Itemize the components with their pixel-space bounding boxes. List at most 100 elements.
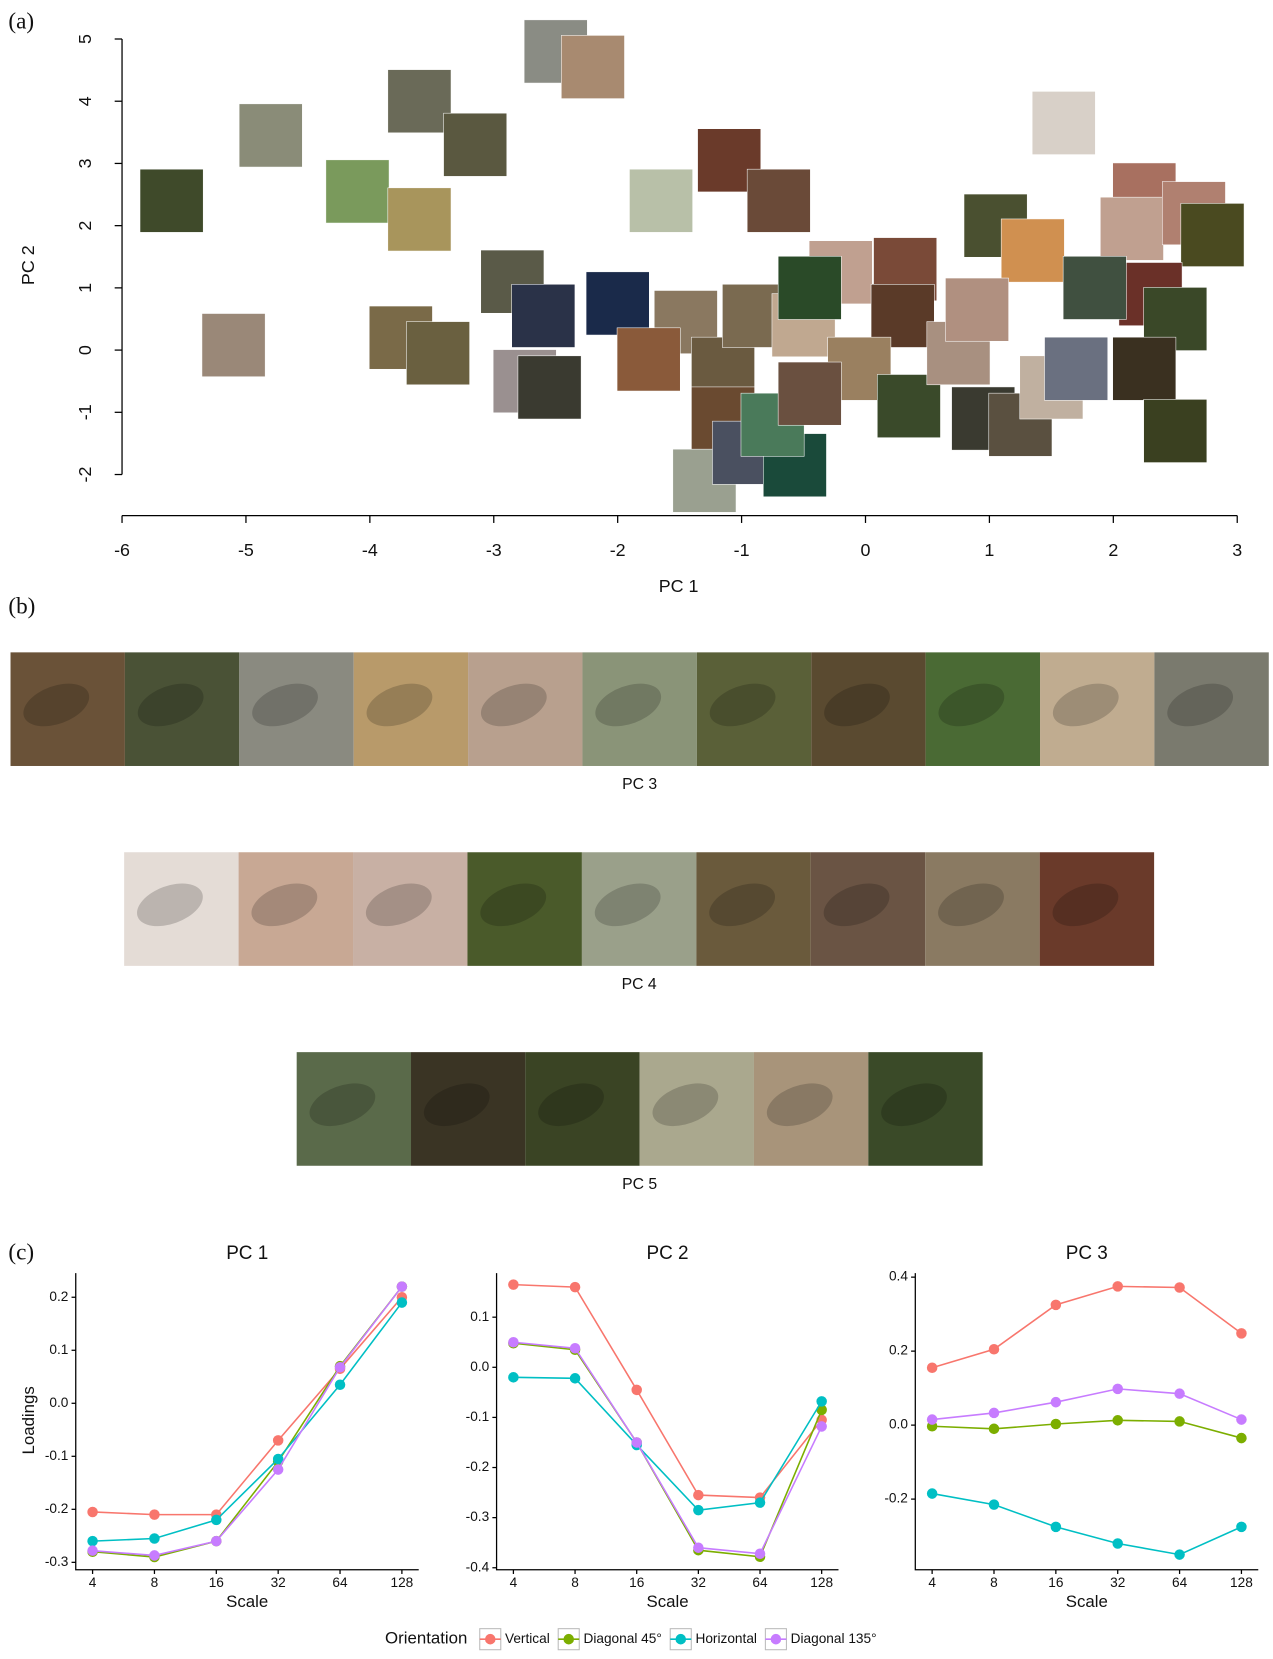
data-point [816, 1421, 827, 1432]
data-point [149, 1550, 160, 1561]
data-point [508, 1372, 519, 1383]
y-tick-label: 5 [75, 34, 95, 44]
texture-point [1113, 337, 1176, 400]
y-tick-label: -0.4 [466, 1559, 490, 1574]
data-point [397, 1297, 408, 1308]
series-line [932, 1286, 1241, 1367]
figure: (a) (b) (c) PC 3PC 4PC 5-6-5-4-3-2-10123… [0, 0, 1273, 1654]
x-axis-label: Scale [226, 1592, 268, 1611]
texture-point [778, 256, 841, 319]
panel-label: (b) [8, 593, 35, 619]
series-line [513, 1343, 821, 1556]
x-tick-label: 64 [332, 1575, 348, 1590]
texture-point [326, 160, 389, 223]
texture-point [617, 328, 680, 391]
x-tick-label: -1 [734, 540, 750, 560]
data-point [211, 1515, 222, 1526]
strip-label: PC 5 [622, 1176, 657, 1193]
axes [76, 1273, 419, 1570]
data-point [927, 1488, 938, 1499]
x-tick-label: -2 [610, 540, 626, 560]
x-tick-label: 0 [861, 540, 871, 560]
legend-label: Diagonal 45° [583, 1631, 661, 1646]
texture-point [388, 188, 451, 251]
data-point [1236, 1414, 1247, 1425]
chart-title: PC 2 [646, 1243, 688, 1264]
data-point [1112, 1281, 1123, 1292]
y-tick-label: -1 [75, 404, 95, 420]
data-point [211, 1536, 222, 1547]
x-tick-label: 4 [89, 1575, 97, 1590]
legend-key-dot [675, 1634, 686, 1645]
data-point [989, 1424, 1000, 1435]
data-point [570, 1282, 581, 1293]
x-tick-label: 32 [271, 1575, 286, 1590]
x-tick-label: 8 [990, 1575, 998, 1590]
y-tick-label: 0 [75, 345, 95, 355]
data-point [508, 1337, 519, 1348]
x-tick-label: 4 [510, 1575, 518, 1590]
texture-point [561, 35, 624, 98]
x-tick-label: -6 [114, 540, 130, 560]
chart-title: PC 1 [226, 1243, 268, 1264]
texture-point [747, 169, 810, 232]
series-line [932, 1494, 1241, 1555]
data-point [87, 1545, 98, 1556]
x-tick-label: 4 [928, 1575, 936, 1590]
y-tick-label: 0.0 [470, 1359, 489, 1374]
y-tick-label: -0.3 [45, 1554, 69, 1569]
data-point [755, 1497, 766, 1508]
legend-key-dot [485, 1634, 496, 1645]
y-tick-label: -0.2 [466, 1459, 490, 1474]
x-tick-label: 32 [1110, 1575, 1125, 1590]
data-point [693, 1490, 704, 1501]
data-point [1174, 1416, 1185, 1427]
data-point [816, 1396, 827, 1407]
data-point [397, 1281, 408, 1292]
texture-point [778, 362, 841, 425]
series-line [93, 1287, 402, 1556]
strip-label: PC 4 [622, 976, 657, 993]
y-tick-label: 0.0 [49, 1395, 68, 1410]
data-point [1174, 1549, 1185, 1560]
texture-point [1063, 256, 1126, 319]
data-point [1112, 1538, 1123, 1549]
x-tick-label: 128 [390, 1575, 413, 1590]
legend-label: Diagonal 135° [791, 1631, 877, 1646]
x-tick-label: 16 [209, 1575, 224, 1590]
x-tick-label: 1 [984, 540, 994, 560]
data-point [149, 1533, 160, 1544]
series-line [513, 1285, 821, 1498]
x-tick-label: -5 [238, 540, 254, 560]
data-point [273, 1435, 284, 1446]
texture-point [444, 113, 507, 176]
texture-point [945, 278, 1008, 341]
x-tick-label: 32 [691, 1575, 706, 1590]
data-point [1051, 1300, 1062, 1311]
data-point [693, 1505, 704, 1516]
y-tick-label: 1 [75, 283, 95, 293]
y-tick-label: 0.0 [889, 1417, 908, 1432]
data-point [989, 1499, 1000, 1510]
data-point [273, 1464, 284, 1475]
x-tick-label: 128 [810, 1575, 833, 1590]
x-tick-label: 128 [1230, 1575, 1253, 1590]
series-line [932, 1420, 1241, 1438]
data-point [335, 1379, 346, 1390]
texture-point [1045, 337, 1108, 400]
y-tick-label: 0.2 [49, 1289, 68, 1304]
data-point [1051, 1522, 1062, 1533]
data-point [1112, 1415, 1123, 1426]
texture-point [140, 169, 203, 232]
x-axis-label: PC 1 [659, 576, 699, 596]
texture-point [406, 322, 469, 385]
data-point [570, 1343, 581, 1354]
data-point [1236, 1522, 1247, 1533]
data-point [1174, 1388, 1185, 1399]
y-tick-label: 3 [75, 158, 95, 168]
data-point [87, 1507, 98, 1518]
texture-point [388, 70, 451, 133]
data-point [1174, 1282, 1185, 1293]
texture-point [512, 284, 575, 347]
y-tick-label: -0.2 [884, 1491, 908, 1506]
